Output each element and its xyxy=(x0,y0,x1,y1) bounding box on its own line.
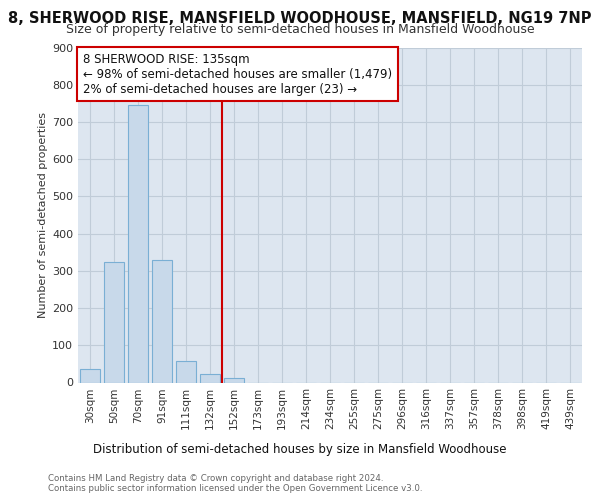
Text: Contains HM Land Registry data © Crown copyright and database right 2024.: Contains HM Land Registry data © Crown c… xyxy=(48,474,383,483)
Bar xyxy=(128,105,148,382)
Bar xyxy=(176,362,196,382)
Bar xyxy=(200,374,220,382)
Bar xyxy=(152,260,172,382)
Bar xyxy=(224,378,244,382)
Text: Distribution of semi-detached houses by size in Mansfield Woodhouse: Distribution of semi-detached houses by … xyxy=(93,442,507,456)
Text: Contains public sector information licensed under the Open Government Licence v3: Contains public sector information licen… xyxy=(48,484,422,493)
Bar xyxy=(80,370,100,382)
Bar xyxy=(104,262,124,382)
Y-axis label: Number of semi-detached properties: Number of semi-detached properties xyxy=(38,112,48,318)
Text: 8, SHERWOOD RISE, MANSFIELD WOODHOUSE, MANSFIELD, NG19 7NP: 8, SHERWOOD RISE, MANSFIELD WOODHOUSE, M… xyxy=(8,11,592,26)
Text: Size of property relative to semi-detached houses in Mansfield Woodhouse: Size of property relative to semi-detach… xyxy=(65,22,535,36)
Text: 8 SHERWOOD RISE: 135sqm
← 98% of semi-detached houses are smaller (1,479)
2% of : 8 SHERWOOD RISE: 135sqm ← 98% of semi-de… xyxy=(83,52,392,96)
